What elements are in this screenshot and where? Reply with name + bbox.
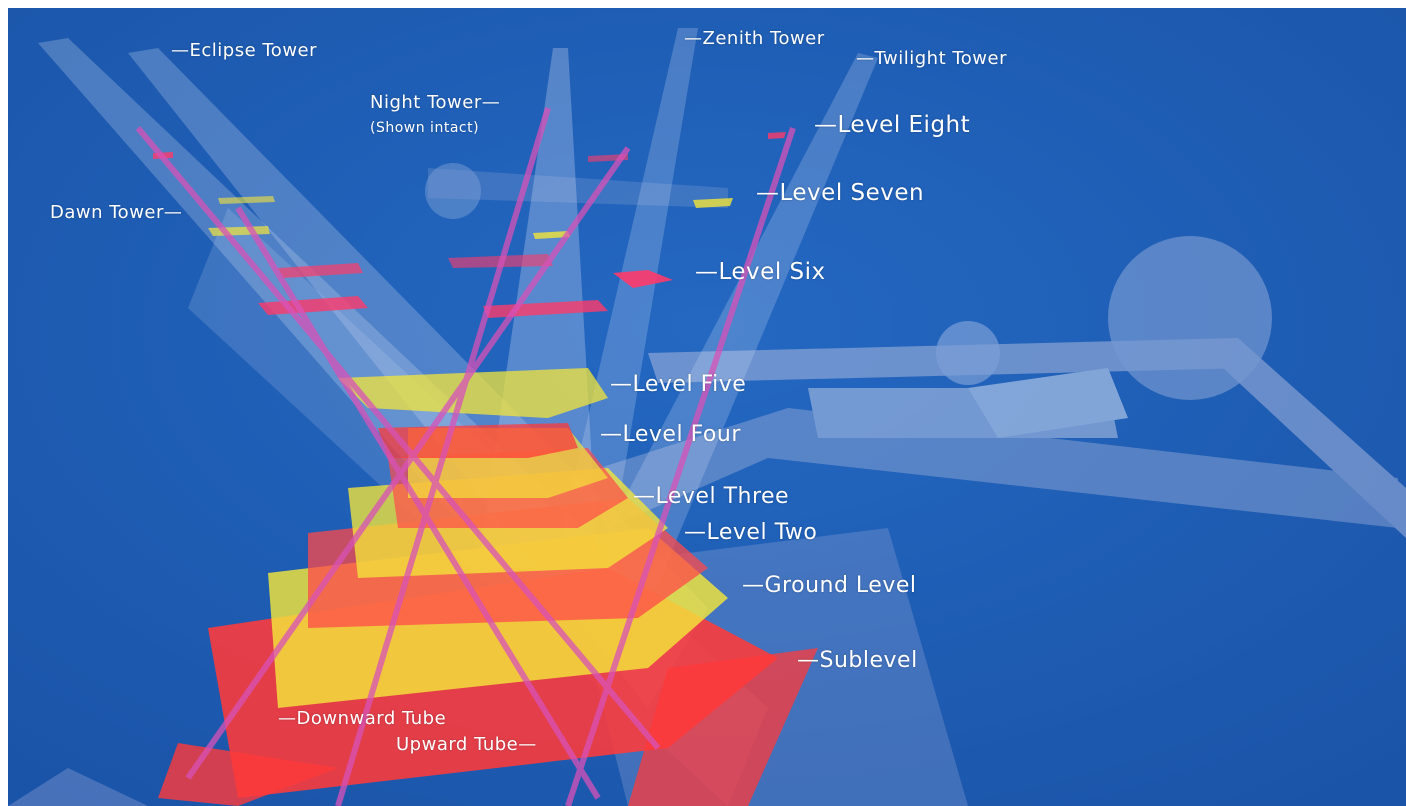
label-level-five: —Level Five (610, 372, 747, 397)
label-downward-tube: —Downward Tube (278, 708, 447, 729)
label-level-eight: —Level Eight (814, 112, 971, 138)
label-dawn-tower: Dawn Tower— (50, 202, 183, 223)
label-ground-level: —Ground Level (742, 573, 917, 598)
label-sublevel: —Sublevel (797, 648, 918, 673)
label-twilight-tower: —Twilight Tower (856, 48, 1007, 69)
tubes (135, 107, 796, 806)
label-level-two: —Level Two (684, 520, 818, 545)
label-level-three: —Level Three (633, 484, 790, 509)
tower-diagram-illustration (8, 8, 1406, 806)
label-level-seven: —Level Seven (756, 180, 925, 206)
pyramid-levels (158, 368, 818, 806)
label-level-six: —Level Six (695, 259, 826, 285)
label-level-four: —Level Four (600, 422, 741, 447)
label-zenith-tower: —Zenith Tower (684, 28, 825, 49)
label-eclipse-tower: —Eclipse Tower (171, 40, 318, 61)
label-night-tower: Night Tower— (370, 92, 501, 113)
label-upward-tube: Upward Tube— (396, 734, 537, 755)
diagram-frame: —Eclipse Tower —Zenith Tower —Twilight T… (8, 8, 1406, 806)
label-night-tower-note: (Shown intact) (370, 120, 480, 136)
